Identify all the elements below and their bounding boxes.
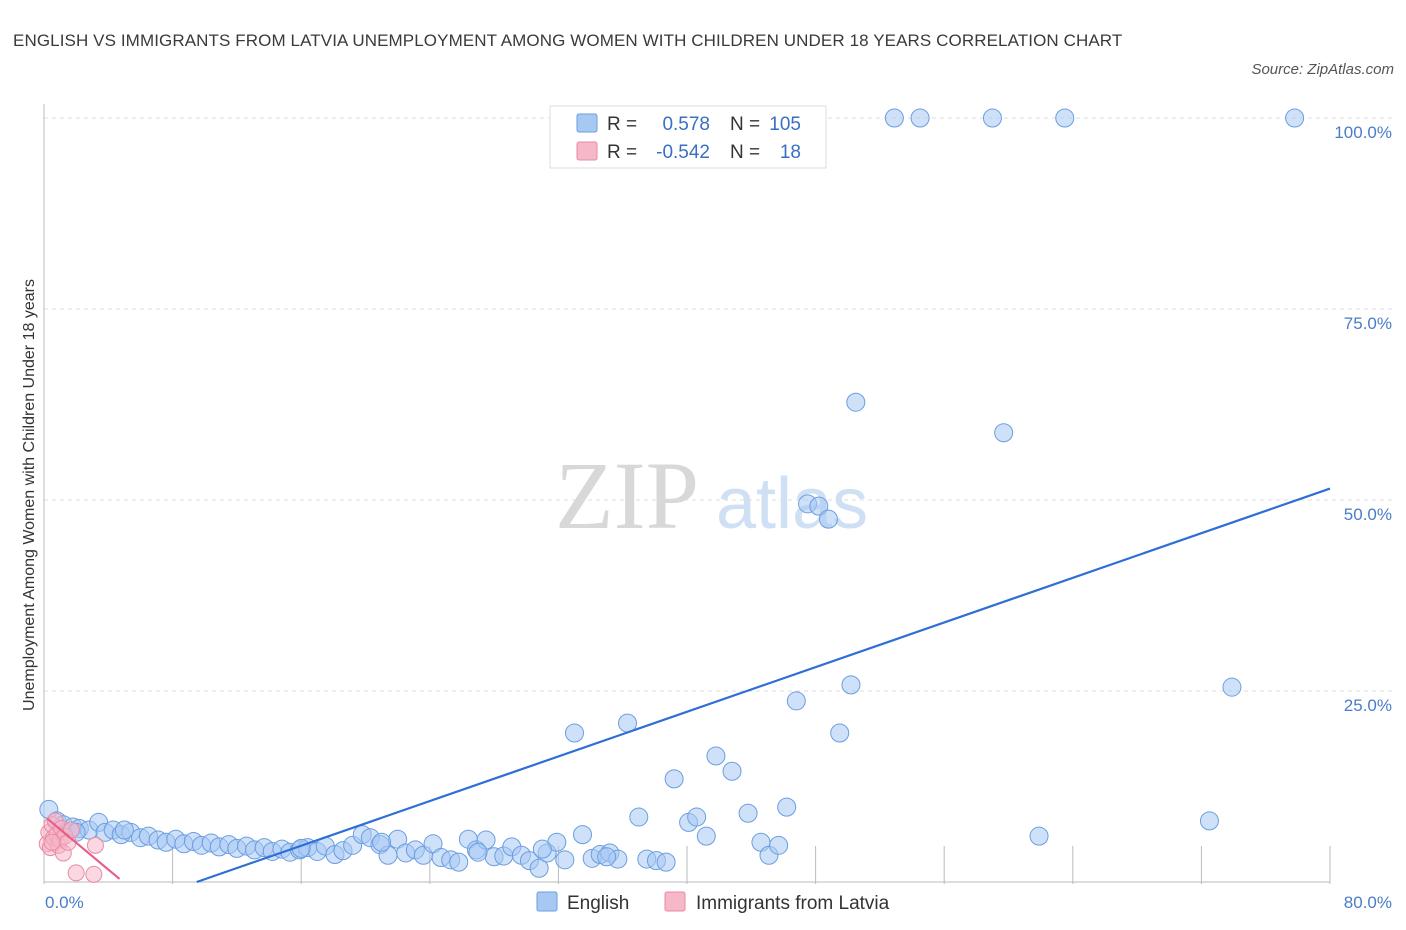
latvia-point-17: [43, 833, 61, 851]
latvia-point-16: [86, 836, 104, 854]
legend-swatch-english: [576, 113, 598, 133]
english-point-93: [1055, 108, 1075, 128]
english-point-67: [629, 807, 649, 827]
series-legend-label-latvia: Immigrants from Latvia: [696, 893, 890, 914]
english-point-82: [786, 691, 806, 711]
series-legend-swatch-latvia: [664, 891, 686, 912]
english-point-91: [982, 108, 1002, 128]
english-point-84: [809, 496, 829, 516]
english-point-88: [846, 392, 866, 412]
y-tick-label-1: 50.0%: [1344, 505, 1392, 524]
y-tick-label-2: 75.0%: [1344, 314, 1392, 333]
english-point-75: [706, 746, 726, 766]
english-trend-line: [196, 487, 1331, 884]
legend-r-label-latvia: R =: [607, 142, 637, 163]
latvia-point-15: [85, 865, 103, 883]
y-axis-label: Unemployment Among Women with Children U…: [21, 279, 38, 711]
latvia-point-14: [67, 864, 85, 882]
watermark-atlas: atlas: [716, 464, 868, 544]
legend-n-label-english: N =: [730, 114, 760, 135]
english-point-94: [1029, 826, 1049, 846]
trend-lines: [46, 487, 1331, 884]
english-point-90: [910, 108, 930, 128]
english-point-101: [372, 832, 392, 852]
english-point-86: [830, 723, 850, 743]
gridlines: [44, 117, 1392, 692]
data-points: [38, 108, 1305, 883]
english-point-77: [738, 803, 758, 823]
english-point-80: [769, 835, 789, 855]
english-point-87: [841, 675, 861, 695]
source-label: Source: ZipAtlas.com: [1251, 61, 1394, 78]
english-point-96: [1222, 677, 1242, 697]
latvia-trend-line: [46, 817, 121, 880]
english-point-74: [696, 826, 716, 846]
legend-n-latvia: 18: [780, 142, 801, 163]
english-point-89: [884, 108, 904, 128]
latvia-point-13: [62, 821, 80, 839]
y-tick-label-0: 25.0%: [1344, 696, 1392, 715]
legend-r-latvia: -0.542: [656, 142, 710, 163]
series-legend-swatch-english: [536, 891, 558, 912]
english-point-92: [994, 423, 1014, 443]
x-tick-label-min: 0.0%: [45, 893, 84, 912]
english-point-60: [564, 723, 584, 743]
english-point-85: [818, 509, 838, 529]
english-point-99: [114, 820, 134, 840]
legend-n-label-latvia: N =: [730, 142, 760, 163]
english-point-104: [597, 847, 617, 867]
english-point-97: [1285, 108, 1305, 128]
chart-title: ENGLISH VS IMMIGRANTS FROM LATVIA UNEMPL…: [13, 31, 1123, 50]
legend-r-label-english: R =: [607, 114, 637, 135]
series-legend: English Immigrants from Latvia: [536, 891, 890, 914]
english-point-70: [656, 852, 676, 872]
english-point-47: [449, 852, 469, 872]
x-tick-label-max: 80.0%: [1344, 893, 1392, 912]
legend-r-english: 0.578: [662, 114, 710, 135]
english-point-95: [1199, 811, 1219, 831]
english-point-59: [555, 850, 575, 870]
english-point-71: [664, 769, 684, 789]
english-point-102: [468, 842, 488, 862]
english-point-81: [777, 797, 797, 817]
watermark-zip: ZIP: [555, 442, 699, 549]
tick-labels: 25.0% 50.0% 75.0% 100.0% 0.0% 80.0%: [45, 123, 1392, 912]
legend-n-english: 105: [769, 114, 801, 135]
correlation-legend: R = 0.578 N = 105 R = -0.542 N = 18: [549, 105, 827, 169]
english-point-61: [573, 825, 593, 845]
english-point-103: [532, 839, 552, 859]
series-legend-label-english: English: [567, 893, 629, 914]
english-point-76: [722, 761, 742, 781]
legend-swatch-latvia: [576, 141, 598, 161]
english-point-73: [687, 807, 707, 827]
y-tick-label-3: 100.0%: [1334, 123, 1392, 142]
english-point-56: [529, 858, 549, 878]
